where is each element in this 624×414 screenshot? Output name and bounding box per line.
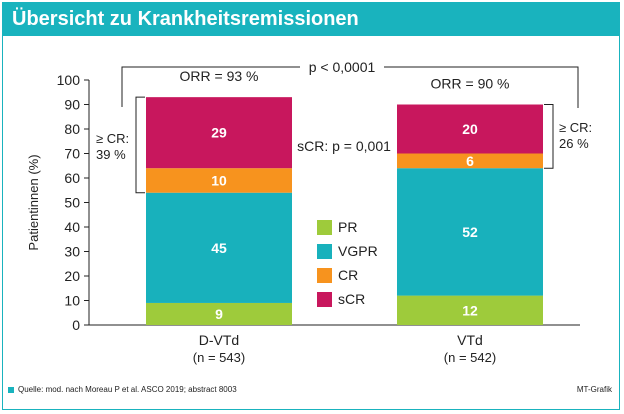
p-label-mask xyxy=(300,58,384,76)
cr-label-right: ≥ CR: xyxy=(559,120,592,135)
cr-bracket-right xyxy=(544,104,554,169)
bar-vgpr-vtd xyxy=(397,168,543,296)
legend-label-scr: sCR xyxy=(338,291,365,307)
bar-data-label: 20 xyxy=(462,121,478,137)
p-value-orr: p < 0,0001 xyxy=(309,59,376,75)
credit-text: MT-Grafik xyxy=(576,385,612,394)
footnote-square-icon xyxy=(8,386,14,393)
bar-data-label: 45 xyxy=(211,240,227,256)
x-category-n-label: (n = 543) xyxy=(193,350,245,365)
bar-cr-vtd xyxy=(397,153,543,169)
p-value-scr: sCR: p = 0,001 xyxy=(297,138,391,154)
orr-label: ORR = 90 % xyxy=(431,76,510,92)
legend-label-cr: CR xyxy=(338,267,358,283)
bar-scr-vtd xyxy=(397,104,543,154)
bar-data-label: 52 xyxy=(462,224,478,240)
y-tick-label: 70 xyxy=(64,146,80,162)
cr-bracket-left xyxy=(135,96,145,194)
legend-swatch-cr xyxy=(317,268,332,283)
y-tick-label: 80 xyxy=(64,121,80,137)
bar-data-label: 9 xyxy=(215,306,223,322)
y-tick-label: 30 xyxy=(64,244,80,260)
x-category-label: VTd xyxy=(457,332,483,348)
y-tick-label: 100 xyxy=(57,72,81,88)
legend-label-pr: PR xyxy=(338,219,357,235)
chart-title: Übersicht zu Krankheitsremissionen xyxy=(12,8,359,30)
legend-swatch-scr xyxy=(317,292,332,307)
bar-data-label: 6 xyxy=(466,153,474,169)
y-tick-label: 40 xyxy=(64,219,80,235)
cr-label-left: ≥ CR: xyxy=(96,131,129,146)
cr-value-left: 39 % xyxy=(96,147,126,162)
y-tick-label: 60 xyxy=(64,170,80,186)
source-text: Quelle: mod. nach Moreau P et al. ASCO 2… xyxy=(18,385,237,394)
legend-label-vgpr: VGPR xyxy=(338,243,378,259)
y-axis-label: Patientinnen (%) xyxy=(26,154,41,250)
orr-label: ORR = 93 % xyxy=(180,68,259,84)
x-category-n-label: (n = 542) xyxy=(444,350,496,365)
bar-vgpr-d-vtd xyxy=(146,192,292,303)
y-tick-label: 10 xyxy=(64,293,80,309)
bar-cr-d-vtd xyxy=(146,168,292,193)
legend-swatch-vgpr xyxy=(317,244,332,259)
bar-scr-d-vtd xyxy=(146,97,292,169)
bar-data-label: 10 xyxy=(211,172,227,188)
legend-swatch-pr xyxy=(317,220,332,235)
bar-pr-vtd xyxy=(397,295,543,325)
y-tick-label: 0 xyxy=(72,317,80,333)
x-category-label: D-VTd xyxy=(199,332,239,348)
y-tick-label: 20 xyxy=(64,268,80,284)
cr-value-right: 26 % xyxy=(559,136,589,151)
y-tick-label: 50 xyxy=(64,195,80,211)
bar-data-label: 12 xyxy=(462,302,478,318)
bar-pr-d-vtd xyxy=(146,302,292,325)
y-tick-label: 90 xyxy=(64,97,80,113)
title-bar: Übersicht zu Krankheitsremissionen xyxy=(3,3,619,36)
source-footnote: Quelle: mod. nach Moreau P et al. ASCO 2… xyxy=(8,385,237,394)
bar-data-label: 29 xyxy=(211,125,227,141)
